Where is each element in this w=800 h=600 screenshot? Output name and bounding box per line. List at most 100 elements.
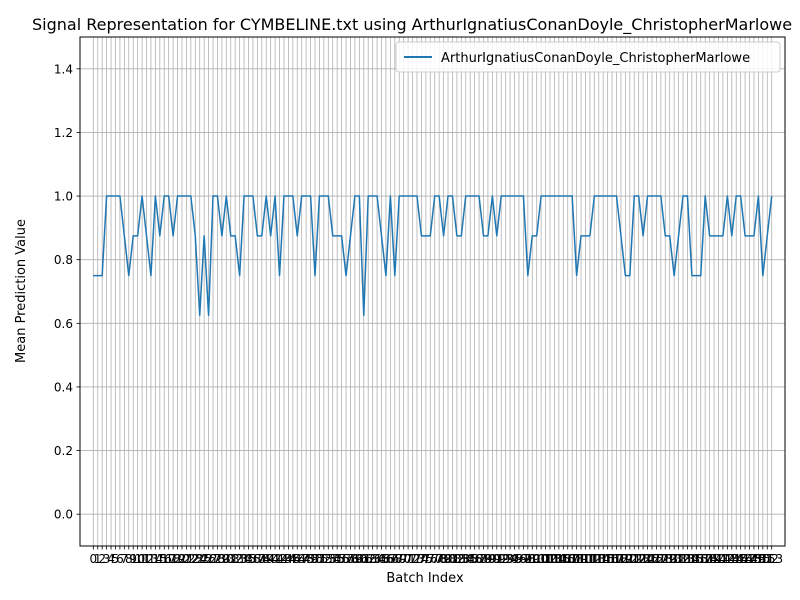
x-tick-label: 50 — [307, 552, 322, 566]
y-tick-label: 1.4 — [54, 62, 73, 76]
x-tick-label: 42 — [272, 552, 287, 566]
x-tick-label: 16 — [157, 552, 172, 566]
y-tick-label: 0.4 — [54, 380, 73, 394]
x-tick-label: 138 — [694, 552, 717, 566]
x-tick-label: 35 — [241, 552, 256, 566]
x-axis-ticks: 0123456789101112131415161718192021222324… — [89, 546, 783, 566]
x-tick-label: 58 — [343, 552, 358, 566]
legend: ArthurIgnatiusConanDoyle_ChristopherMarl… — [395, 41, 781, 73]
x-tick-label: 116 — [596, 552, 619, 566]
x-tick-label: 64 — [369, 552, 384, 566]
x-tick-label: 84 — [458, 552, 473, 566]
x-tick-label: 153 — [760, 552, 783, 566]
x-tick-label: 65 — [374, 552, 389, 566]
x-tick-label: 66 — [378, 552, 393, 566]
x-tick-label: 95 — [507, 552, 522, 566]
x-tick-label: 41 — [267, 552, 282, 566]
x-tick-label: 37 — [250, 552, 265, 566]
x-tick-label: 17 — [161, 552, 176, 566]
x-tick-label: 78 — [432, 552, 447, 566]
x-tick-label: 51 — [312, 552, 327, 566]
x-tick-label: 106 — [552, 552, 575, 566]
x-tick-label: 126 — [641, 552, 664, 566]
y-tick-label: 1.2 — [54, 126, 73, 140]
x-tick-label: 140 — [703, 552, 726, 566]
x-tick-label: 93 — [498, 552, 513, 566]
x-tick-label: 142 — [711, 552, 734, 566]
x-tick-label: 98 — [520, 552, 535, 566]
x-tick-label: 115 — [592, 552, 615, 566]
x-tick-label: 23 — [188, 552, 203, 566]
x-tick-label: 135 — [680, 552, 703, 566]
y-tick-label: 0.0 — [54, 508, 73, 522]
x-tick-label: 54 — [325, 552, 340, 566]
x-tick-label: 127 — [645, 552, 668, 566]
x-tick-label: 81 — [445, 552, 460, 566]
x-tick-label: 137 — [689, 552, 712, 566]
x-tick-label: 52 — [316, 552, 331, 566]
x-tick-label: 11 — [134, 552, 149, 566]
plot-frame — [79, 36, 786, 547]
x-tick-label: 107 — [556, 552, 579, 566]
x-tick-label: 77 — [427, 552, 442, 566]
y-axis-ticks: 0.0 0.2 0.4 0.6 0.8 1.0 1.2 1.4 — [54, 62, 80, 522]
x-tick-label: 1 — [94, 552, 102, 566]
x-tick-label: 103 — [539, 552, 562, 566]
x-tick-label: 111 — [574, 552, 597, 566]
x-tick-label: 139 — [698, 552, 721, 566]
x-tick-label: 7 — [121, 552, 129, 566]
x-tick-label: 32 — [228, 552, 243, 566]
legend-box — [395, 41, 781, 73]
x-tick-label: 13 — [143, 552, 158, 566]
x-tick-label: 124 — [632, 552, 655, 566]
x-tick-label: 31 — [223, 552, 238, 566]
x-tick-label: 147 — [734, 552, 757, 566]
x-tick-label: 89 — [480, 552, 495, 566]
x-tick-label: 122 — [623, 552, 646, 566]
x-tick-label: 119 — [609, 552, 632, 566]
x-tick-label: 108 — [561, 552, 584, 566]
x-tick-label: 85 — [463, 552, 478, 566]
x-tick-label: 79 — [436, 552, 451, 566]
x-tick-label: 120 — [614, 552, 637, 566]
y-axis-label: Mean Prediction Value — [14, 219, 29, 363]
x-tick-label: 62 — [361, 552, 376, 566]
x-tick-label: 25 — [197, 552, 212, 566]
x-tick-label: 82 — [449, 552, 464, 566]
x-tick-label: 75 — [418, 552, 433, 566]
x-tick-label: 91 — [489, 552, 504, 566]
x-tick-label: 8 — [125, 552, 133, 566]
x-tick-label: 69 — [392, 552, 407, 566]
x-tick-label: 20 — [174, 552, 189, 566]
x-tick-label: 61 — [356, 552, 371, 566]
x-tick-label: 96 — [511, 552, 526, 566]
x-tick-label: 152 — [756, 552, 779, 566]
x-tick-label: 59 — [347, 552, 362, 566]
x-tick-label: 9 — [129, 552, 137, 566]
x-tick-label: 125 — [636, 552, 659, 566]
x-tick-label: 150 — [747, 552, 770, 566]
x-tick-label: 151 — [751, 552, 774, 566]
x-tick-label: 112 — [578, 552, 601, 566]
x-tick-label: 74 — [414, 552, 429, 566]
x-tick-label: 100 — [525, 552, 548, 566]
x-tick-label: 144 — [720, 552, 743, 566]
x-tick-label: 19 — [170, 552, 185, 566]
x-tick-label: 149 — [743, 552, 766, 566]
x-tick-label: 76 — [423, 552, 438, 566]
y-tick-label: 0.6 — [54, 317, 73, 331]
x-tick-label: 14 — [148, 552, 163, 566]
series-layer — [93, 195, 773, 317]
x-gridlines — [92, 37, 773, 546]
x-tick-label: 114 — [587, 552, 610, 566]
x-tick-label: 28 — [210, 552, 225, 566]
x-tick-label: 0 — [89, 552, 97, 566]
x-tick-label: 117 — [601, 552, 624, 566]
x-tick-label: 68 — [387, 552, 402, 566]
x-tick-label: 132 — [667, 552, 690, 566]
x-tick-label: 36 — [245, 552, 260, 566]
x-tick-label: 44 — [281, 552, 296, 566]
x-tick-label: 5 — [112, 552, 120, 566]
y-tick-label: 0.8 — [54, 253, 73, 267]
x-tick-label: 15 — [152, 552, 167, 566]
